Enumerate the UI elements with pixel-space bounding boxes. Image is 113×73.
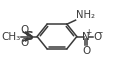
- Text: O: O: [20, 25, 28, 35]
- Text: +: +: [85, 28, 91, 37]
- Text: −: −: [96, 28, 102, 38]
- Text: NH₂: NH₂: [75, 10, 94, 20]
- Text: O: O: [93, 32, 101, 41]
- Text: N: N: [82, 32, 89, 41]
- Text: O: O: [81, 46, 90, 56]
- Text: S: S: [24, 30, 33, 43]
- Text: CH₃: CH₃: [1, 32, 20, 41]
- Text: O: O: [20, 38, 28, 48]
